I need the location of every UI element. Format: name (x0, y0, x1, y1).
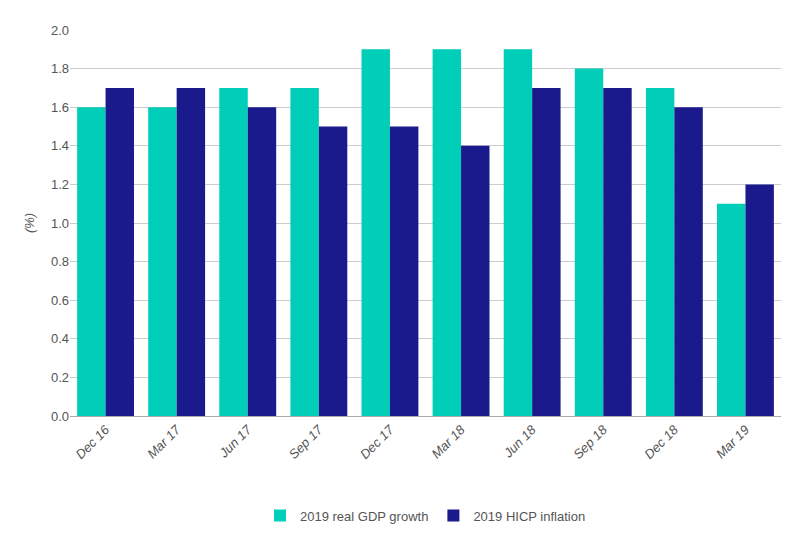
svg-text:Mar 19: Mar 19 (713, 422, 752, 461)
svg-text:0.8: 0.8 (51, 254, 69, 269)
svg-text:1.4: 1.4 (51, 138, 69, 153)
svg-text:Mar 18: Mar 18 (429, 422, 469, 462)
svg-text:(%): (%) (22, 213, 37, 233)
svg-text:1.6: 1.6 (51, 100, 69, 115)
svg-text:Sep 18: Sep 18 (570, 422, 610, 462)
svg-text:Mar 17: Mar 17 (144, 422, 184, 462)
svg-text:2.0: 2.0 (51, 23, 69, 38)
svg-text:Jun 17: Jun 17 (216, 422, 255, 461)
svg-text:1.8: 1.8 (51, 61, 69, 76)
svg-text:0.0: 0.0 (51, 409, 69, 424)
svg-text:0.2: 0.2 (51, 370, 69, 385)
svg-text:0.4: 0.4 (51, 331, 69, 346)
svg-text:1.0: 1.0 (51, 216, 69, 231)
svg-text:Sep 17: Sep 17 (286, 422, 326, 462)
svg-text:Dec 18: Dec 18 (641, 422, 681, 462)
svg-text:1.2: 1.2 (51, 177, 69, 192)
svg-text:2019 real GDP growth: 2019 real GDP growth (300, 509, 428, 524)
svg-text:Dec 17: Dec 17 (357, 422, 397, 462)
svg-text:Jun 18: Jun 18 (500, 422, 539, 461)
svg-text:2019 HICP inflation: 2019 HICP inflation (473, 509, 585, 524)
svg-text:0.6: 0.6 (51, 293, 69, 308)
svg-text:Dec 16: Dec 16 (73, 422, 113, 462)
